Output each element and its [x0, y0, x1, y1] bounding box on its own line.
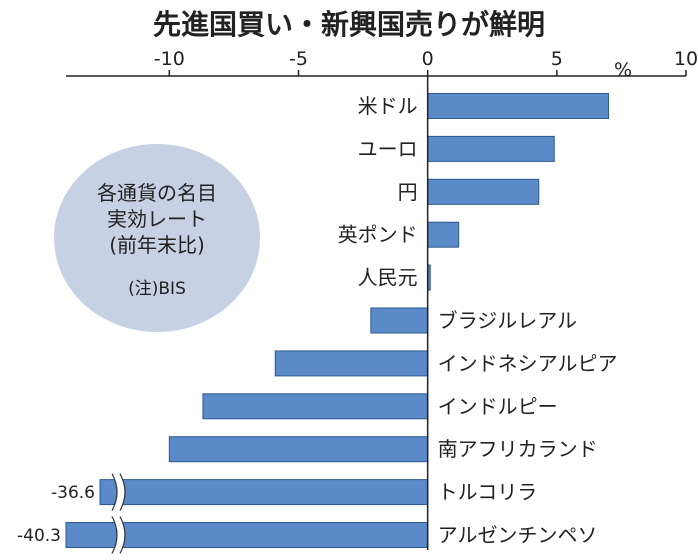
value-label: -36.6 [51, 483, 95, 503]
axis-break-line [119, 516, 126, 554]
bar [168, 436, 429, 463]
note-line-3: (前年末比) [109, 233, 205, 257]
category-label: ブラジルレアル [438, 309, 577, 333]
bar [427, 221, 460, 248]
bar [370, 307, 429, 334]
category-label: トルコリラ [438, 480, 538, 504]
note-source: (注)BIS [128, 279, 186, 299]
bar [274, 350, 429, 377]
bars [65, 93, 609, 556]
bar [427, 93, 609, 119]
category-labels: 米ドルユーロ円英ポンド人民元ブラジルレアルインドネシアルピアインドルピー南アフリ… [17, 94, 617, 547]
category-label: インドネシアルピア [438, 351, 618, 375]
category-label: 英ポンド [338, 223, 418, 247]
category-label: 人民元 [358, 266, 418, 290]
axis-break-line [111, 516, 118, 554]
note-line-1: 各通貨の名目 [97, 181, 217, 205]
tick-label: 5 [551, 48, 563, 70]
note-bubble: 各通貨の名目 実効レート (前年末比) (注)BIS [54, 144, 260, 332]
axis-break-line [111, 473, 118, 511]
axis-break [112, 514, 125, 556]
tick-label: 10 [674, 48, 698, 70]
category-label: インドルピー [438, 394, 558, 418]
bar [65, 522, 429, 548]
unit-label: % [614, 59, 632, 81]
axis-break-line [119, 473, 126, 511]
note-line-2: 実効レート [107, 207, 207, 231]
x-axis: -10 -5 0 5 10 [66, 48, 698, 77]
value-label: -40.3 [17, 526, 61, 546]
chart-title: 先進国買い・新興国売りが鮮明 [153, 8, 545, 41]
category-label: ユーロ [358, 137, 418, 161]
bar [427, 135, 555, 162]
category-label: 円 [398, 180, 418, 204]
bar [427, 178, 540, 205]
category-label: 南アフリカランド [438, 437, 598, 461]
note-circle [54, 144, 260, 332]
category-label: アルゼンチンペソ [438, 523, 598, 547]
bar [99, 479, 429, 506]
tick-label: -5 [289, 48, 308, 70]
tick-label: -10 [154, 48, 185, 70]
category-label: 米ドル [358, 94, 418, 118]
axis-break [112, 471, 125, 513]
tick-label: 0 [422, 48, 434, 70]
bar [202, 393, 429, 420]
